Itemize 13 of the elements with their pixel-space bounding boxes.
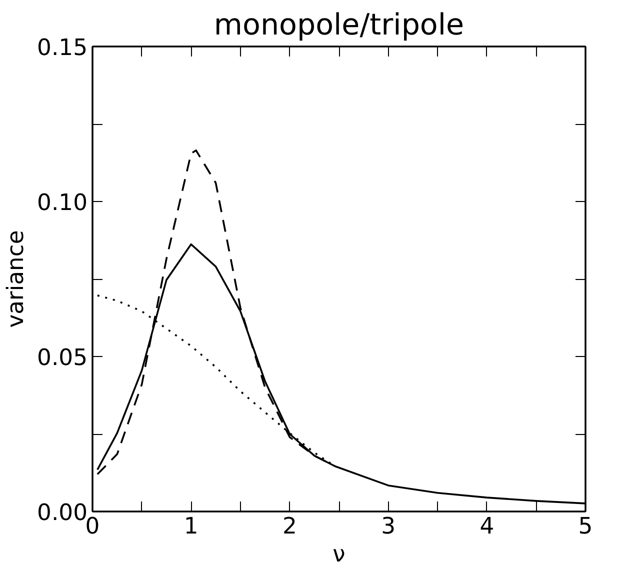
x-tick-label: 5 <box>578 514 593 540</box>
x-tick-label: 1 <box>184 514 198 540</box>
x-axis-title: ν <box>332 542 346 568</box>
x-tick-label: 2 <box>282 514 297 540</box>
x-tick-label: 3 <box>381 514 396 540</box>
x-tick-label: 4 <box>480 514 494 540</box>
x-tick-label: 0 <box>85 514 100 540</box>
y-tick-label: 0.00 <box>37 500 88 526</box>
y-tick-label: 0.05 <box>37 345 88 371</box>
y-tick-label: 0.15 <box>37 35 88 61</box>
chart-title: monopole/tripole <box>214 8 464 42</box>
y-tick-label: 0.10 <box>37 190 88 216</box>
y-axis-title: variance <box>3 230 30 328</box>
